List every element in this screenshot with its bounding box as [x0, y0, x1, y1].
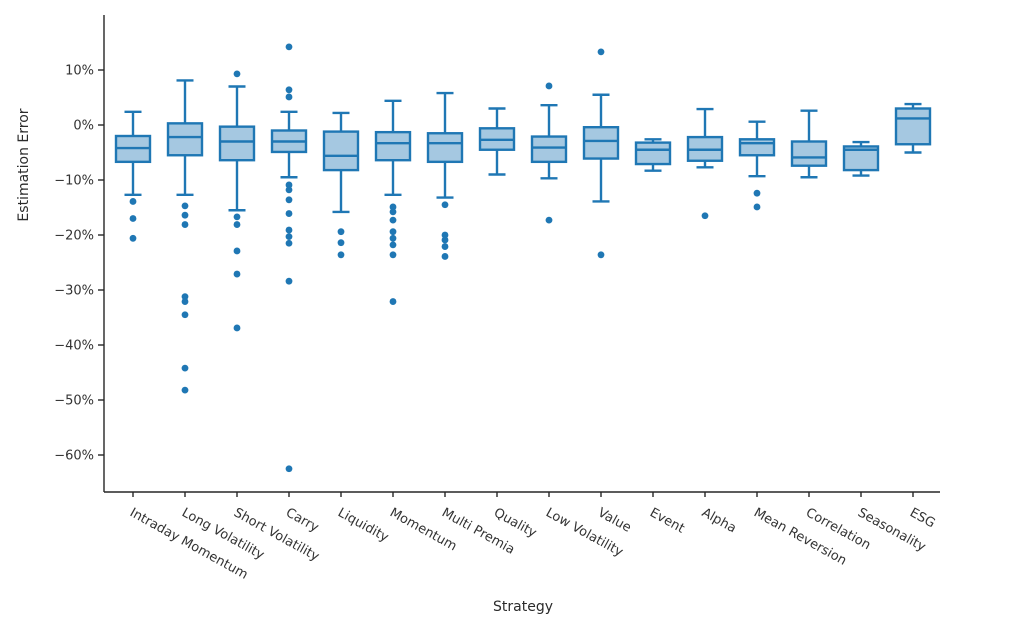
- x-axis-title: Strategy: [493, 599, 553, 615]
- outlier-point: [181, 202, 189, 210]
- iqr-box: [374, 130, 412, 162]
- box-correlation: [790, 109, 828, 179]
- x-tick-label-event: Event: [647, 505, 687, 536]
- x-tick-label-alpha: Alpha: [699, 505, 739, 536]
- outlier-point: [441, 201, 449, 209]
- outlier-point: [389, 203, 397, 211]
- box-quality: [478, 107, 516, 176]
- box-low-volatility: [530, 82, 568, 224]
- box-mean-reversion: [738, 120, 776, 211]
- iqr-box: [530, 135, 568, 164]
- outlier-point: [181, 211, 189, 219]
- outlier-point: [389, 298, 397, 305]
- box-event: [634, 138, 672, 172]
- outlier-point: [285, 196, 293, 204]
- iqr-box: [218, 125, 256, 162]
- box-esg: [894, 102, 932, 154]
- y-tick-label: 10%: [65, 64, 94, 79]
- outlier-point: [285, 239, 293, 247]
- iqr-box: [842, 145, 880, 172]
- outlier-point: [701, 212, 709, 220]
- x-tick-label-liquidity: Liquidity: [335, 505, 391, 545]
- outlier-point: [285, 181, 293, 189]
- outlier-point: [389, 234, 397, 242]
- outlier-point: [181, 386, 189, 394]
- y-tick-label: −20%: [54, 229, 94, 244]
- outlier-point: [285, 233, 293, 241]
- outlier-point: [753, 189, 761, 197]
- iqr-box: [582, 125, 620, 160]
- outlier-point: [545, 216, 553, 224]
- iqr-box: [166, 122, 204, 157]
- outlier-point: [285, 186, 293, 194]
- iqr-box: [738, 138, 776, 157]
- outlier-point: [389, 216, 397, 224]
- x-tick-label-carry: Carry: [283, 505, 321, 535]
- outlier-point: [285, 43, 293, 51]
- outlier-point: [181, 311, 189, 319]
- outlier-point: [753, 203, 761, 211]
- box-value: [582, 48, 620, 259]
- outlier-point: [285, 465, 293, 473]
- outlier-point: [285, 210, 293, 217]
- iqr-box: [634, 141, 672, 166]
- outlier-point: [597, 48, 605, 56]
- outlier-point: [285, 226, 293, 234]
- outlier-point: [337, 239, 345, 247]
- outlier-point: [441, 243, 449, 250]
- outlier-point: [545, 82, 553, 90]
- outlier-point: [233, 247, 241, 255]
- outlier-point: [441, 236, 449, 244]
- outlier-point: [389, 228, 397, 236]
- box-momentum: [374, 99, 412, 305]
- x-tick-label-value: Value: [595, 505, 633, 535]
- outlier-point: [129, 215, 137, 222]
- box-liquidity: [322, 111, 360, 259]
- y-tick-label: −10%: [54, 174, 94, 189]
- outlier-point: [285, 86, 293, 94]
- y-tick-label: 0%: [73, 119, 94, 134]
- outlier-point: [233, 70, 241, 78]
- box-alpha: [686, 107, 724, 220]
- x-tick-label-esg: ESG: [907, 505, 937, 531]
- outlier-point: [233, 324, 241, 332]
- iqr-box: [322, 130, 360, 172]
- outlier-point: [389, 241, 397, 249]
- outlier-point: [389, 208, 397, 216]
- x-tick-label-mean-reversion: Mean Reversion: [751, 505, 849, 568]
- outlier-point: [597, 251, 605, 259]
- outlier-point: [233, 270, 241, 278]
- outlier-point: [285, 277, 293, 285]
- box-seasonality: [842, 140, 880, 177]
- outlier-point: [181, 298, 189, 305]
- y-tick-label: −30%: [54, 284, 94, 299]
- outlier-point: [129, 234, 137, 242]
- outlier-point: [285, 93, 293, 101]
- outlier-point: [389, 251, 397, 259]
- iqr-box: [426, 132, 464, 164]
- outlier-point: [441, 253, 449, 260]
- outlier-point: [337, 228, 345, 236]
- box-intraday-momentum: [114, 110, 152, 242]
- box-carry: [270, 43, 308, 473]
- box-long-volatility: [166, 79, 204, 394]
- y-tick-label: −60%: [54, 449, 94, 464]
- y-axis-title: Estimation Error: [16, 108, 32, 222]
- outlier-point: [129, 198, 137, 205]
- y-tick-label: −40%: [54, 339, 94, 354]
- outlier-point: [233, 213, 241, 221]
- iqr-box: [790, 140, 828, 167]
- y-tick-label: −50%: [54, 394, 94, 409]
- outlier-point: [337, 251, 345, 259]
- box-short-volatility: [218, 70, 256, 332]
- outlier-point: [181, 221, 189, 228]
- box-multi-premia: [426, 91, 464, 260]
- outlier-point: [181, 364, 189, 372]
- outlier-point: [181, 293, 189, 300]
- iqr-box: [894, 107, 932, 146]
- outlier-point: [441, 231, 449, 239]
- outlier-point: [233, 221, 241, 228]
